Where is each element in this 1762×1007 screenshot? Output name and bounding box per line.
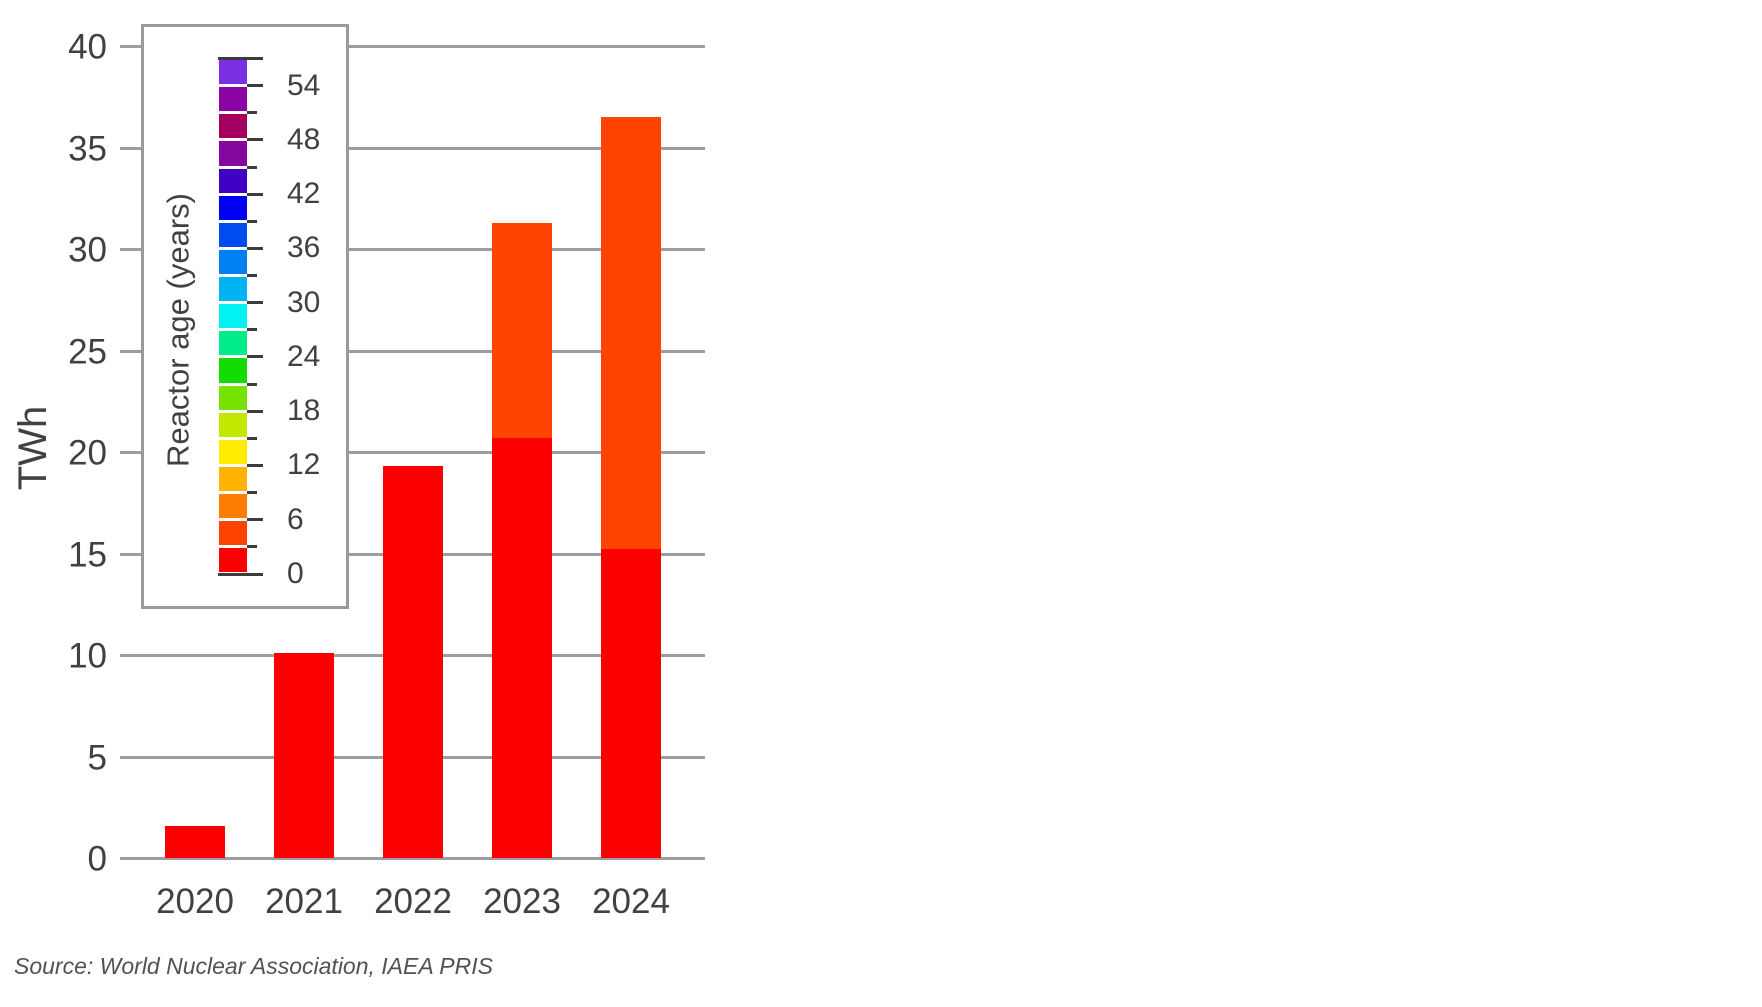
legend-swatch-18-21yr (219, 385, 247, 410)
legend-tick-label-12: 12 (287, 448, 321, 482)
gridline-20 (120, 451, 705, 454)
legend-tick-label-18: 18 (287, 394, 321, 428)
bar-2024-age-0-3-years (601, 549, 661, 858)
bar-2020-age-0-3-years (165, 825, 225, 858)
legend-tick-51 (247, 111, 257, 115)
legend-swatch-54-57yr (219, 60, 247, 85)
legend-swatch-36-39yr (219, 222, 247, 247)
legend-swatch-12-15yr (219, 439, 247, 464)
legend-tick-27 (247, 328, 257, 332)
legend-swatch-24-27yr (219, 331, 247, 356)
legend-swatch-9-12yr (219, 466, 247, 492)
legend-swatch-45-48yr (219, 141, 247, 166)
legend-swatch-6-9yr (219, 494, 247, 519)
bar-2022-age-0-3-years (383, 466, 443, 858)
y-axis-tick-label-10: 10 (68, 636, 107, 676)
legend-tick-label-0: 0 (287, 557, 304, 590)
legend-swatch-30-33yr (219, 277, 247, 302)
legend-tick-label-24: 24 (287, 339, 321, 373)
y-axis-tick-label-35: 35 (68, 129, 107, 168)
x-axis-tick-label-2024: 2024 (592, 882, 670, 921)
legend-swatch-42-45yr (219, 168, 247, 193)
legend-tick-label-36: 36 (287, 231, 321, 265)
bar-2024-age-3-6-years (601, 117, 661, 550)
legend-tick-3 (247, 545, 257, 549)
source-note: Source: World Nuclear Association, IAEA … (14, 953, 493, 979)
gridline-40 (120, 45, 705, 48)
bar-2021-age-0-3-years (274, 652, 334, 858)
legend-tick-48 (247, 138, 263, 142)
legend-tick-label-54: 54 (287, 68, 321, 102)
gridline-30 (120, 248, 705, 251)
gridline-0 (120, 857, 705, 860)
legend-swatch-3-6yr (219, 521, 247, 546)
y-axis-tick-label-40: 40 (68, 27, 107, 67)
legend-tick-42 (247, 192, 263, 196)
y-axis-tick-label-15: 15 (68, 535, 107, 574)
legend-tick-label-30: 30 (287, 285, 321, 319)
x-axis-tick-label-2020: 2020 (156, 882, 234, 921)
legend-tick-6 (247, 518, 263, 522)
y-axis-tick-label-30: 30 (68, 230, 107, 270)
legend-tick-9 (247, 491, 257, 495)
gridline-25 (120, 349, 705, 353)
legend-title: Reactor age (years) (160, 193, 196, 467)
legend-tick-18 (247, 409, 263, 413)
legend-tick-label-48: 48 (287, 122, 321, 156)
bar-2023-age-0-3-years (492, 437, 552, 858)
legend-tick-30 (247, 301, 263, 305)
legend-swatch-48-51yr (219, 114, 247, 139)
legend-tick-12 (247, 463, 263, 467)
legend-tick-33 (247, 274, 257, 278)
y-axis-tick-label-0: 0 (87, 839, 107, 879)
legend-swatch-0-3yr (219, 548, 247, 573)
legend-tick-label-42: 42 (287, 177, 321, 211)
legend-tick-label-6: 6 (287, 502, 304, 536)
y-axis-title: TWh (11, 405, 55, 491)
legend-swatch-21-24yr (219, 358, 247, 383)
x-axis-tick-label-2021: 2021 (265, 882, 343, 921)
legend-swatch-27-30yr (219, 304, 247, 329)
legend-tick-24 (247, 355, 263, 359)
legend-swatch-39-42yr (219, 195, 247, 220)
y-axis-tick-label-25: 25 (68, 332, 107, 371)
legend-swatch-33-36yr (219, 249, 247, 275)
legend-swatch-51-54yr (219, 87, 247, 112)
y-axis-tick-label-5: 5 (87, 738, 107, 777)
legend-tick-36 (247, 246, 263, 250)
x-axis-tick-label-2023: 2023 (483, 882, 561, 921)
legend-tick-39 (247, 219, 257, 223)
legend-tick-21 (247, 382, 257, 386)
legend-tick-57 (218, 57, 263, 60)
bar-2023-age-3-6-years (492, 222, 552, 438)
gridline-35 (120, 146, 705, 150)
legend-swatch-15-18yr (219, 412, 247, 437)
legend-tick-15 (247, 436, 257, 440)
legend-tick-0 (218, 572, 263, 576)
y-axis-tick-label-20: 20 (68, 433, 107, 473)
x-axis-tick-label-2022: 2022 (374, 882, 452, 921)
legend-tick-45 (247, 165, 257, 169)
legend-tick-54 (247, 84, 263, 88)
